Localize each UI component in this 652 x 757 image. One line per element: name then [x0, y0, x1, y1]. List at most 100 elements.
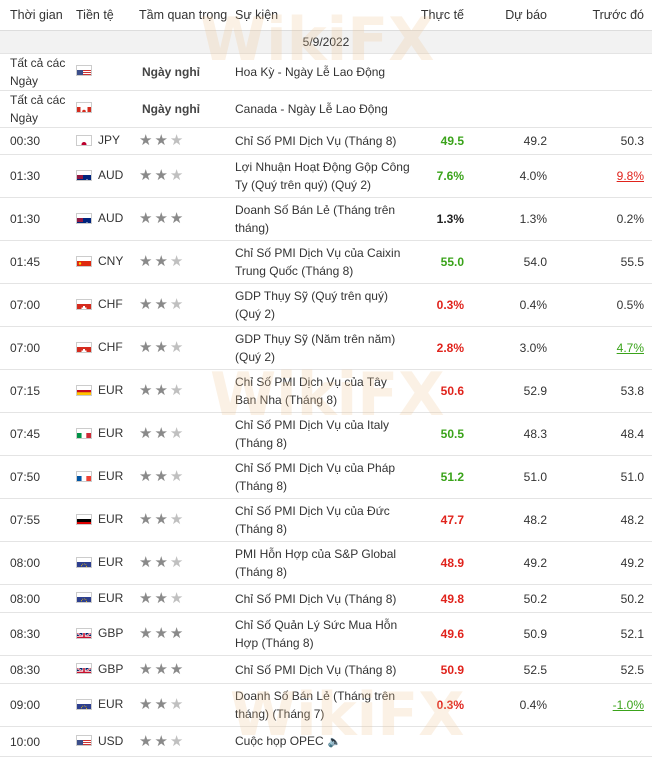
event-title[interactable]: Chỉ Số Quản Lý Sức Mua Hỗn Hợp (Tháng 8) [235, 618, 398, 650]
event-title[interactable]: Chỉ Số PMI Dịch Vụ của Pháp (Tháng 8) [235, 461, 396, 493]
event-name[interactable]: PMI Hỗn Hợp của S&P Global (Tháng 8) [235, 541, 410, 585]
actual-value-text: 48.9 [440, 556, 464, 570]
header-time[interactable]: Thời gian [0, 0, 70, 31]
table-row[interactable]: 07:00 CHF ★★★ GDP Thụy Sỹ (Năm trên năm) (Q… [0, 326, 652, 370]
event-time: Tất cả các Ngày [0, 90, 70, 128]
date-label: 5/9/2022 [0, 30, 652, 54]
header-importance[interactable]: Tầm quan trọng [136, 0, 235, 31]
event-name[interactable]: Chỉ Số PMI Dịch Vụ của Tây Ban Nha (Thán… [235, 369, 410, 413]
previous-value-text: 50.2 [620, 591, 644, 606]
table-row[interactable]: 07:55 EUR ★★★ Chỉ Số PMI Dịch Vụ của Đức (T… [0, 498, 652, 542]
previous-value: 53.8 [555, 369, 652, 413]
event-title[interactable]: Chỉ Số PMI Dịch Vụ của Tây Ban Nha (Thán… [235, 375, 387, 407]
speaker-icon[interactable]: 🔈 [327, 736, 342, 748]
ch-flag-icon [76, 298, 92, 310]
header-actual[interactable]: Thực tế [410, 0, 472, 31]
table-row[interactable]: 10:00 USD ★★★ Cuộc họp OPEC 🔈 [0, 726, 652, 757]
event-name[interactable]: Doanh Số Bán Lẻ (Tháng trên tháng) (Thán… [235, 683, 410, 727]
event-title[interactable]: GDP Thụy Sỹ (Quý trên quý) (Quý 2) [235, 289, 388, 321]
header-previous[interactable]: Trước đó [555, 0, 652, 31]
table-row[interactable]: 08:30 GBP ★★★ Chỉ Số PMI Dịch Vụ (Tháng 8) 5… [0, 655, 652, 684]
event-title[interactable]: Lợi Nhuận Hoạt Động Gộp Công Ty (Quý trê… [235, 160, 410, 192]
forecast-value: 1.3% [472, 197, 555, 241]
forecast-value [472, 726, 555, 757]
table-row[interactable]: 08:30 GBP ★★★ Chỉ Số Quản Lý Sức Mua Hỗn Hợ… [0, 612, 652, 656]
table-row[interactable]: 07:00 CHF ★★★ GDP Thụy Sỹ (Quý trên quý) (Q… [0, 283, 652, 327]
cn-flag-icon [76, 255, 92, 267]
table-row[interactable]: 08:00 EUR ★★★ PMI Hỗn Hợp của S&P Global (T… [0, 541, 652, 585]
holiday-cell: Ngày nghỉ [136, 90, 235, 128]
event-title[interactable]: Cuộc họp OPEC [235, 734, 324, 748]
event-name[interactable]: Chỉ Số PMI Dịch Vụ của Đức (Tháng 8) [235, 498, 410, 542]
table-row[interactable]: 07:15 EUR ★★★ Chỉ Số PMI Dịch Vụ của Tây Ba… [0, 369, 652, 413]
currency-code: GBP [98, 661, 124, 676]
header-event[interactable]: Sự kiện [235, 0, 410, 31]
event-name[interactable]: Chỉ Số PMI Dịch Vụ của Italy (Tháng 8) [235, 412, 410, 456]
event-name[interactable]: Doanh Số Bán Lẻ (Tháng trên tháng) [235, 197, 410, 241]
table-row[interactable]: Tất cả các Ngày Ngày nghỉ Canada - Ngày Lễ… [0, 90, 652, 128]
table-row[interactable]: 01:45 CNY ★★★ Chỉ Số PMI Dịch Vụ của Caixin… [0, 240, 652, 284]
event-name[interactable]: Chỉ Số PMI Dịch Vụ của Caixin Trung Quốc… [235, 240, 410, 284]
table-row[interactable]: 07:50 EUR ★★★ Chỉ Số PMI Dịch Vụ của Pháp (… [0, 455, 652, 499]
event-title[interactable]: Chỉ Số PMI Dịch Vụ (Tháng 8) [235, 662, 397, 677]
event-name[interactable]: Cuộc họp OPEC 🔈 [235, 726, 410, 757]
ch-flag-icon [76, 341, 92, 353]
table-row[interactable]: 01:30 AUD ★★★ Doanh Số Bán Lẻ (Tháng trên t… [0, 197, 652, 241]
header-currency[interactable]: Tiền tệ [70, 0, 136, 31]
previous-value [555, 53, 652, 91]
star-icon: ★ [169, 425, 186, 442]
event-name[interactable]: Hoa Kỳ - Ngày Lễ Lao Động [235, 53, 410, 91]
previous-value-text: 4.7% [616, 341, 644, 355]
event-title[interactable]: Chỉ Số PMI Dịch Vụ của Đức (Tháng 8) [235, 504, 390, 536]
star-icon: ★ [169, 210, 186, 227]
table-row[interactable]: Tất cả các Ngày Ngày nghỉ Hoa Kỳ - Ngày Lễ… [0, 53, 652, 91]
event-title[interactable]: Chỉ Số PMI Dịch Vụ của Italy (Tháng 8) [235, 418, 390, 450]
event-name[interactable]: Chỉ Số Quản Lý Sức Mua Hỗn Hợp (Tháng 8) [235, 612, 410, 656]
previous-value-text: 55.5 [620, 255, 644, 269]
event-title[interactable]: Canada - Ngày Lễ Lao Động [235, 102, 388, 116]
event-title[interactable]: Chỉ Số PMI Dịch Vụ (Tháng 8) [235, 591, 397, 606]
previous-value: 50.3 [555, 127, 652, 155]
star-icon: ★ [139, 339, 155, 356]
actual-value: 47.7 [410, 498, 472, 542]
event-title[interactable]: Chỉ Số PMI Dịch Vụ (Tháng 8) [235, 134, 397, 148]
importance-stars: ★★★ [136, 240, 235, 284]
previous-value: 9.8% [555, 154, 652, 198]
table-row[interactable]: 09:00 EUR ★★★ Doanh Số Bán Lẻ (Tháng trên t… [0, 683, 652, 727]
event-name[interactable]: Canada - Ngày Lễ Lao Động [235, 90, 410, 128]
table-row[interactable]: 07:45 EUR ★★★ Chỉ Số PMI Dịch Vụ của Italy … [0, 412, 652, 456]
actual-value-text: 51.2 [440, 470, 464, 484]
event-name[interactable]: GDP Thụy Sỹ (Quý trên quý) (Quý 2) [235, 283, 410, 327]
event-title[interactable]: Doanh Số Bán Lẻ (Tháng trên tháng) [235, 203, 396, 235]
star-icon: ★ [139, 625, 155, 642]
event-name[interactable]: Chỉ Số PMI Dịch Vụ (Tháng 8) [235, 584, 410, 613]
event-name[interactable]: Lợi Nhuận Hoạt Động Gộp Công Ty (Quý trê… [235, 154, 410, 198]
event-title[interactable]: PMI Hỗn Hợp của S&P Global (Tháng 8) [235, 547, 397, 579]
forecast-value [472, 53, 555, 91]
star-icon: ★ [154, 339, 170, 356]
event-title[interactable]: Doanh Số Bán Lẻ (Tháng trên tháng) (Thán… [235, 689, 396, 721]
importance-stars: ★★★ [136, 584, 235, 613]
event-name[interactable]: GDP Thụy Sỹ (Năm trên năm) (Quý 2) [235, 326, 410, 370]
event-title[interactable]: Chỉ Số PMI Dịch Vụ của Caixin Trung Quốc… [235, 246, 401, 278]
previous-value-text: -1.0% [612, 698, 644, 712]
previous-value: 52.1 [555, 612, 652, 656]
table-row[interactable]: 00:30 JPY ★★★ Chỉ Số PMI Dịch Vụ (Tháng 8) 4… [0, 127, 652, 155]
header-forecast[interactable]: Dự báo [472, 0, 555, 31]
table-row[interactable]: 08:00 EUR ★★★ Chỉ Số PMI Dịch Vụ (Tháng 8) 4… [0, 584, 652, 613]
star-icon: ★ [139, 296, 155, 313]
previous-value-text: 48.2 [620, 513, 644, 527]
event-name[interactable]: Chỉ Số PMI Dịch Vụ (Tháng 8) [235, 127, 410, 155]
event-time: 01:30 [0, 197, 70, 241]
event-title[interactable]: GDP Thụy Sỹ (Năm trên năm) (Quý 2) [235, 332, 396, 364]
table-row[interactable]: 01:30 AUD ★★★ Lợi Nhuận Hoạt Động Gộp Công … [0, 154, 652, 198]
event-name[interactable]: Chỉ Số PMI Dịch Vụ của Pháp (Tháng 8) [235, 455, 410, 499]
star-icon: ★ [154, 132, 170, 149]
event-name[interactable]: Chỉ Số PMI Dịch Vụ (Tháng 8) [235, 655, 410, 684]
previous-value: 0.5% [555, 283, 652, 327]
event-title[interactable]: Hoa Kỳ - Ngày Lễ Lao Động [235, 65, 386, 79]
star-icon: ★ [139, 468, 155, 485]
actual-value: 48.9 [410, 541, 472, 585]
actual-value [410, 90, 472, 128]
actual-value: 0.3% [410, 283, 472, 327]
